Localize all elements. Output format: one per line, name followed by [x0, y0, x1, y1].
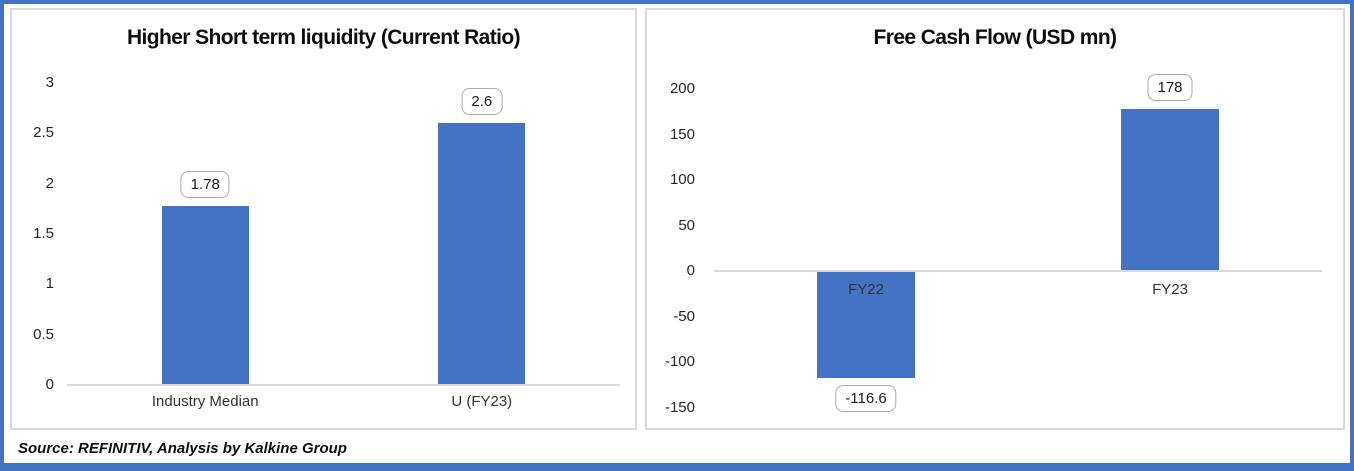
y-axis-tick-label: 0 [686, 262, 695, 280]
chart-panel-current-ratio: Higher Short term liquidity (Current Rat… [10, 8, 637, 430]
category-label-u-fy23: U (FY23) [451, 393, 513, 410]
y-axis-tick-label: 2 [45, 174, 54, 192]
bottom-accent-strip [4, 463, 1350, 467]
y-axis-tick-label: 0 [45, 376, 54, 393]
y-axis-tick-label: 1 [45, 275, 54, 293]
x-axis-line [714, 270, 1322, 273]
data-label-callout-fy22: -116.6 [835, 384, 897, 412]
category-label-fy23: FY23 [1152, 281, 1188, 298]
source-note: Source: REFINITIV, Analysis by Kalkine G… [18, 440, 347, 457]
y-axis-tick-label: -100 [664, 353, 695, 371]
y-axis-tick-label: 100 [669, 171, 695, 189]
y-axis-tick-label: 1.5 [33, 225, 54, 242]
y-axis-tick-label: 3 [45, 74, 54, 91]
chart-title-current-ratio: Higher Short term liquidity (Current Rat… [126, 26, 521, 49]
y-axis-tick-label: -150 [664, 399, 695, 416]
y-axis-tick-label: 50 [678, 216, 695, 234]
y-axis-tick-label: 200 [669, 80, 695, 97]
y-axis-tick-label: 150 [669, 125, 695, 143]
data-label-callout-fy23: 178 [1147, 74, 1193, 102]
bar-industry-median [161, 205, 249, 385]
x-axis-line [67, 384, 620, 386]
y-axis-tick-label: 0.5 [33, 325, 54, 343]
data-label-callout-u-fy23: 2.6 [461, 88, 503, 116]
bar-u-fy23 [438, 123, 526, 385]
y-axis-tick-label: -50 [673, 307, 695, 325]
y-axis-tick-label: 2.5 [33, 124, 54, 142]
bar-fy23 [1121, 109, 1219, 272]
chart-panel-free-cash-flow: Free Cash Flow (USD mn) -150 -100 -50 0 50 10… [645, 8, 1345, 430]
chart-title-free-cash-flow: Free Cash Flow (USD mn) [873, 26, 1118, 49]
category-label-industry-median: Industry Median [151, 393, 259, 410]
category-label-fy22: FY22 [848, 281, 884, 298]
data-label-callout-industry-median: 1.78 [180, 170, 230, 198]
bar-fy22 [817, 271, 915, 378]
